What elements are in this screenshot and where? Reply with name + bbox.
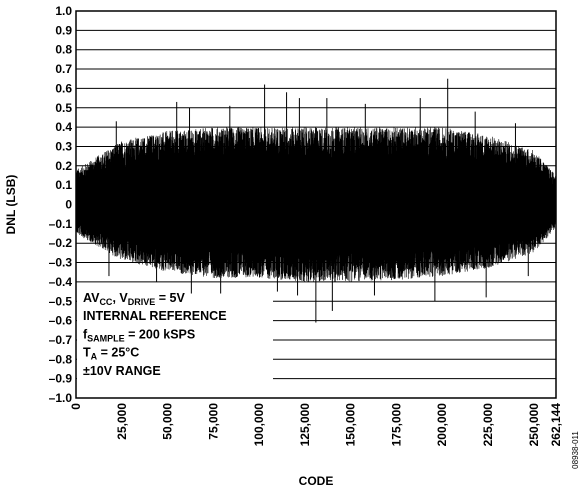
y-tick-label: –0.4 (49, 275, 73, 289)
y-tick-label: 0 (65, 198, 72, 212)
conditions-line: fSAMPLE = 200 kSPS (83, 327, 195, 343)
x-tick-label: 200,000 (435, 403, 449, 447)
y-tick-label: –0.3 (49, 256, 73, 270)
conditions-annotation: AVCC, VDRIVE = 5V INTERNAL REFERENCE fSAMP… (83, 291, 227, 378)
x-axis-ticks: 0 25,000 50,000 75,000 100,000 125,000 150,000… (69, 403, 563, 447)
y-tick-label: 1.0 (55, 4, 72, 18)
x-tick-label: 25,000 (115, 403, 129, 440)
y-tick-label: –0.2 (49, 236, 73, 250)
figure-id: 08938-011 (571, 431, 580, 469)
x-tick-label: 75,000 (206, 403, 220, 440)
y-tick-label: 0.9 (55, 23, 72, 37)
x-tick-label: 150,000 (344, 403, 358, 447)
conditions-line: AVCC, VDRIVE = 5V (83, 291, 185, 307)
dnl-trace-path (75, 127, 557, 282)
y-tick-label: –0.9 (49, 372, 73, 386)
y-tick-label: 0.8 (55, 43, 72, 57)
x-tick-label: 250,000 (527, 403, 541, 447)
y-axis-ticks: 1.0 0.9 0.8 0.7 0.6 0.5 0.4 0.3 0.2 0.1 0 –0.1 –0.2 –… (49, 4, 73, 405)
x-tick-label: 175,000 (389, 403, 403, 447)
conditions-line: ±10V RANGE (83, 364, 161, 378)
x-tick-label: 125,000 (298, 403, 312, 447)
y-tick-label: 0.3 (55, 139, 72, 153)
y-tick-label: –1.0 (49, 391, 73, 405)
y-tick-label: –0.8 (49, 352, 73, 366)
y-tick-label: 0.7 (55, 62, 72, 76)
y-tick-label: 0.2 (55, 159, 72, 173)
dnl-trace (75, 78, 557, 323)
conditions-box (77, 293, 273, 397)
x-tick-label: 0 (69, 403, 83, 410)
y-tick-label: 0.5 (55, 101, 72, 115)
conditions-line: TA = 25°C (83, 346, 139, 362)
y-tick-label: –0.1 (49, 217, 73, 231)
x-tick-label: 100,000 (252, 403, 266, 447)
y-tick-label: 0.1 (55, 178, 72, 192)
y-tick-label: 0.4 (55, 120, 72, 134)
conditions-line: INTERNAL REFERENCE (83, 309, 227, 323)
plot-frame (75, 10, 557, 399)
y-tick-label: –0.6 (49, 314, 73, 328)
y-tick-label: 0.6 (55, 81, 72, 95)
y-tick-label: –0.7 (49, 333, 73, 347)
y-axis-label: DNL (LSB) (4, 175, 18, 235)
y-tick-label: –0.5 (49, 294, 73, 308)
x-tick-label: 50,000 (161, 403, 175, 440)
x-tick-label: 262,144 (549, 403, 563, 447)
x-tick-label: 225,000 (481, 403, 495, 447)
x-axis-label: CODE (299, 474, 334, 488)
